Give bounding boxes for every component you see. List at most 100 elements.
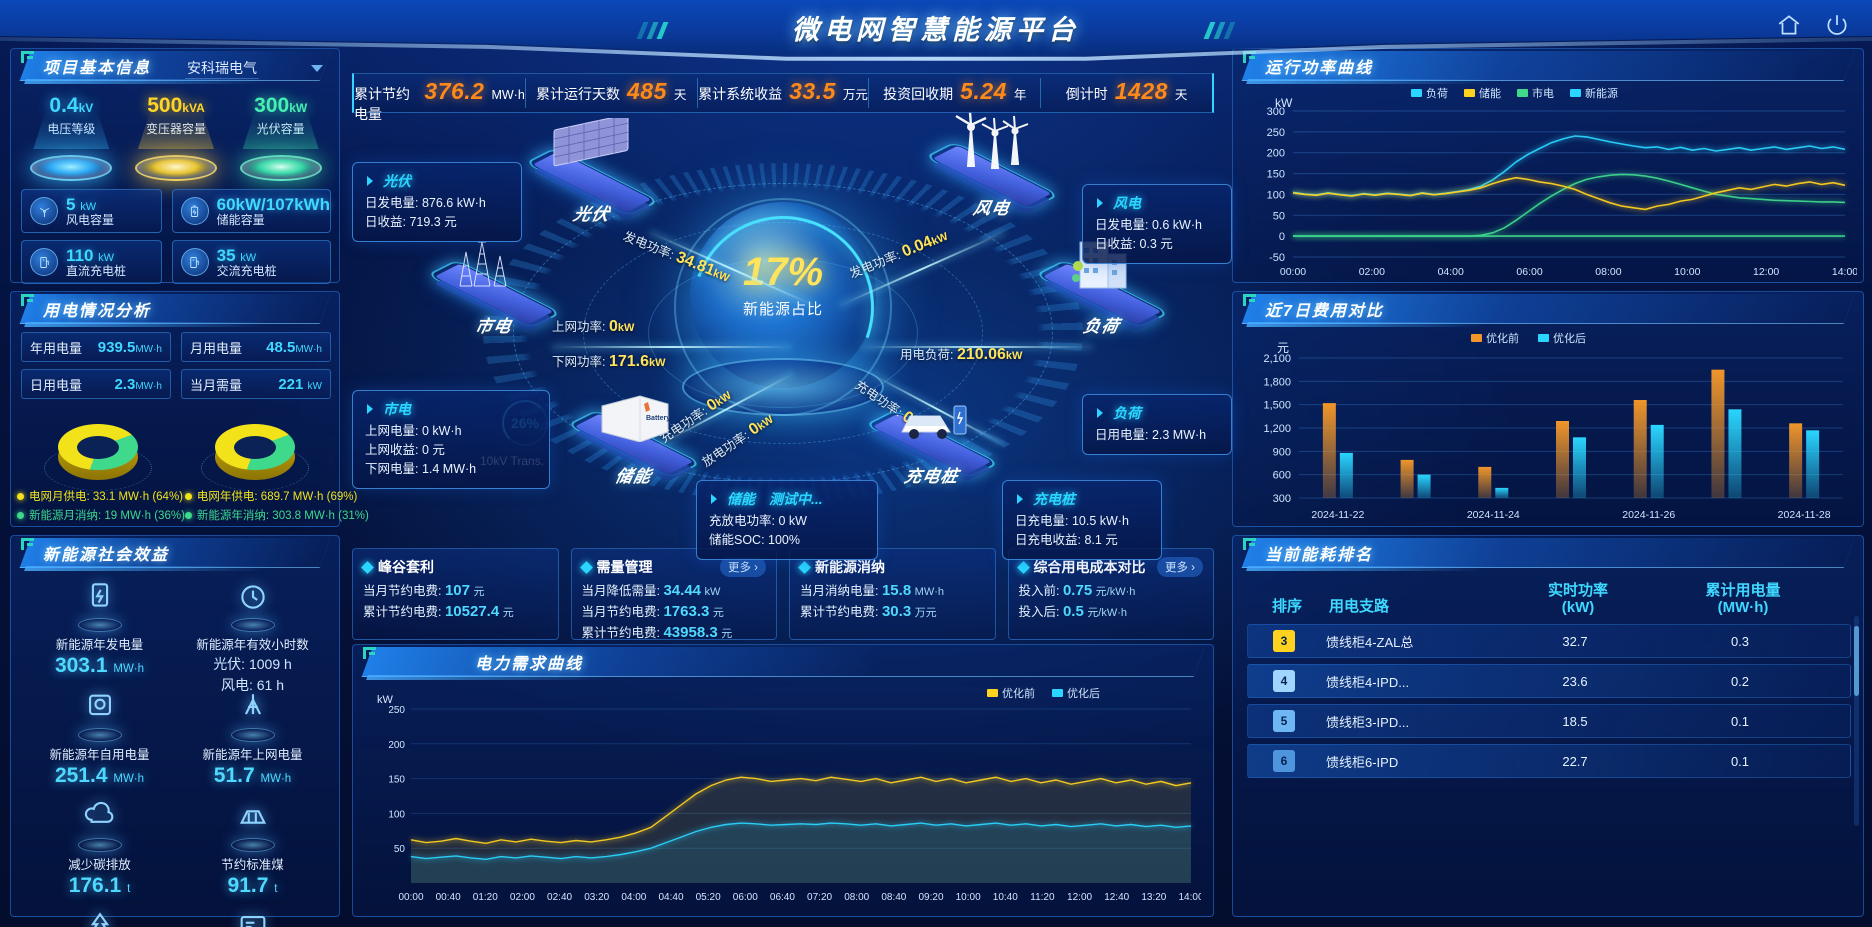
wind-turbine-icon bbox=[955, 112, 1029, 169]
info-row: 日收益: 719.3 元 bbox=[365, 215, 457, 229]
cell-power: 18.5 bbox=[1562, 713, 1588, 729]
node-label: 光伏 bbox=[571, 205, 612, 224]
node-grid[interactable]: 市电 bbox=[426, 241, 562, 337]
info-box-header: 充电桩 bbox=[1015, 489, 1149, 509]
mini-ac-charger: 35 kW 交流充电桩 bbox=[171, 240, 331, 284]
usage-label: 日用电量 bbox=[30, 377, 83, 393]
panel-usage-analysis: 用电情况分析 年用电量 939.5MW·h 月用电量 48.5MW·h 日用电量… bbox=[10, 291, 369, 527]
power-icon[interactable] bbox=[1824, 12, 1850, 38]
benefit-unit: MW·h bbox=[260, 773, 292, 785]
capacity-value: 300 bbox=[254, 94, 290, 117]
benefit-wind-hours: 风电: 61 h bbox=[220, 677, 285, 693]
kpi-row-label: 累计节约电费: bbox=[800, 605, 879, 619]
table-row[interactable]: 6 馈线柜6-IPD 22.7 0.1 bbox=[1247, 744, 1851, 778]
mini-label: 交流充电桩 bbox=[216, 263, 277, 278]
ev-charger-icon bbox=[901, 405, 967, 439]
usage-unit: kW bbox=[307, 380, 322, 392]
info-box-title: 市电 bbox=[383, 401, 411, 417]
more-button[interactable]: 更多 › bbox=[719, 557, 766, 577]
benefit-label: 新能源年自用电量 bbox=[49, 748, 150, 762]
ranking-scrollbar[interactable] bbox=[1854, 616, 1859, 826]
svg-text:12:00: 12:00 bbox=[1067, 892, 1092, 903]
benefit-unit: MW·h bbox=[113, 773, 145, 785]
legend-text: 新能源年消纳: 303.8 MW·h (31%) bbox=[196, 510, 369, 522]
table-row[interactable]: 5 馈线柜3-IPD... 18.5 0.1 bbox=[1247, 704, 1851, 738]
coal-icon bbox=[223, 800, 283, 852]
panel-social-benefit: 新能源社会效益 新能源年发电量 303.1 MW·h 新能源年有效小时数 光伏:… bbox=[10, 535, 340, 927]
label-load-power: 用电负荷: 210.06kW bbox=[900, 346, 1023, 363]
stat-value: 1428 bbox=[1114, 78, 1168, 104]
svg-text:优化后: 优化后 bbox=[1553, 331, 1586, 345]
benefit-value: 91.7 bbox=[227, 874, 269, 897]
table-row[interactable]: 3 馈线柜4-ZAL总 32.7 0.3 bbox=[1247, 624, 1851, 658]
capacity-transformer: 500kVA 变压器容量 bbox=[124, 91, 229, 183]
home-icon[interactable] bbox=[1776, 12, 1802, 38]
mini-storage-capacity: 60kW/107kWh 储能容量 bbox=[171, 189, 331, 233]
info-box-storage: 储能 测试中... 充放电功率: 0 kW 储能SOC: 100% bbox=[696, 480, 878, 560]
cell-power: 32.7 bbox=[1562, 633, 1588, 649]
svg-text:50: 50 bbox=[1273, 210, 1285, 222]
corner-marker-icon bbox=[21, 294, 35, 307]
rank-badge: 5 bbox=[1273, 710, 1295, 732]
svg-text:10:00: 10:00 bbox=[956, 892, 981, 903]
info-row: 充放电功率: 0 kW bbox=[709, 514, 807, 528]
table-row[interactable]: 4 馈线柜4-IPD... 23.6 0.2 bbox=[1247, 664, 1851, 698]
svg-text:kW: kW bbox=[377, 694, 394, 706]
stat-payback-period: 投资回收期 5.24 年 bbox=[869, 78, 1042, 108]
svg-text:600: 600 bbox=[1273, 470, 1291, 482]
corner-marker-icon bbox=[363, 647, 377, 660]
kpi-row-unit: kW bbox=[704, 586, 721, 598]
grid-icon bbox=[223, 690, 283, 742]
kpi-row-label: 累计节约电费: bbox=[581, 626, 660, 640]
usage-day: 日用电量 2.3MW·h bbox=[21, 369, 171, 399]
corner-marker-icon bbox=[1243, 294, 1257, 307]
stat-countdown: 倒计时 1428 天 bbox=[1041, 78, 1212, 108]
usage-year: 年用电量 939.5MW·h bbox=[21, 332, 171, 362]
svg-text:-50: -50 bbox=[1269, 252, 1285, 264]
col-cumulative-energy: 累计用电量 (MW·h) bbox=[1705, 582, 1781, 616]
usage-month: 月用电量 48.5MW·h bbox=[181, 332, 331, 362]
svg-text:2,100: 2,100 bbox=[1263, 353, 1291, 365]
donut-month bbox=[19, 410, 176, 491]
mini-value: 35 bbox=[216, 245, 236, 265]
svg-text:00:40: 00:40 bbox=[436, 892, 461, 903]
cell-branch: 馈线柜4-ZAL总 bbox=[1326, 634, 1414, 650]
benefit-label: 节约标准煤 bbox=[221, 858, 284, 872]
info-row: 储能SOC: 100% bbox=[709, 533, 801, 547]
benefit-grid: 新能源年发电量 303.1 MW·h 新能源年有效小时数 光伏: 1009 h … bbox=[23, 580, 329, 927]
capacity-voltage: 0.4kV 电压等级 bbox=[19, 91, 124, 183]
node-label: 市电 bbox=[473, 317, 514, 336]
glow-disc-icon bbox=[135, 155, 217, 181]
col-rank: 排序 bbox=[1271, 598, 1302, 615]
renewable-share-value: 17% bbox=[742, 250, 824, 295]
svg-text:市电: 市电 bbox=[1532, 86, 1554, 100]
usage-label: 年用电量 bbox=[30, 340, 83, 356]
corner-marker-icon bbox=[21, 51, 35, 64]
usage-value: 939.5 bbox=[97, 338, 136, 356]
node-label: 储能 bbox=[613, 467, 654, 486]
kpi-row-label: 当月节约电费: bbox=[581, 605, 660, 619]
svg-text:10:00: 10:00 bbox=[1674, 266, 1700, 278]
svg-text:100: 100 bbox=[388, 809, 405, 820]
kpi-renewable-consumption: 新能源消纳 当月消纳电量: 15.8 MW·h 累计节约电费: 30.3 万元 bbox=[789, 548, 996, 640]
node-charger[interactable]: 充电桩 bbox=[864, 405, 1000, 487]
company-select[interactable]: 安科瑞电气 bbox=[179, 57, 329, 79]
usage-unit: MW·h bbox=[295, 343, 322, 355]
node-load[interactable]: 负荷 bbox=[1034, 241, 1170, 337]
mini-value: 5 bbox=[66, 194, 76, 214]
node-pv[interactable]: 光伏 bbox=[524, 118, 660, 225]
panel-title: 近7日费用对比 bbox=[1265, 303, 1384, 320]
stat-label: 累计运行天数 bbox=[536, 86, 620, 102]
node-wind[interactable]: 风电 bbox=[924, 112, 1060, 219]
info-box-header: 负荷 bbox=[1095, 403, 1219, 423]
kpi-card-row: 峰谷套利 当月节约电费: 107 元 累计节约电费: 10527.4 元 需量管… bbox=[352, 548, 1214, 641]
usage-value: 48.5 bbox=[266, 338, 296, 356]
more-button[interactable]: 更多 › bbox=[1156, 557, 1203, 577]
ranking-table: 排序 用电支路 实时功率 (kW) 累计用电量 (MW·h) 3 馈线柜4-ZA… bbox=[1247, 578, 1851, 784]
svg-text:07:20: 07:20 bbox=[807, 892, 832, 903]
mini-label: 风电容量 bbox=[66, 212, 115, 227]
label-import-power: 下网功率: 171.6kW bbox=[552, 353, 666, 370]
node-storage[interactable]: Battery 储能 bbox=[566, 395, 702, 487]
svg-text:2024-11-24: 2024-11-24 bbox=[1467, 509, 1520, 521]
svg-text:00:00: 00:00 bbox=[1280, 266, 1306, 278]
